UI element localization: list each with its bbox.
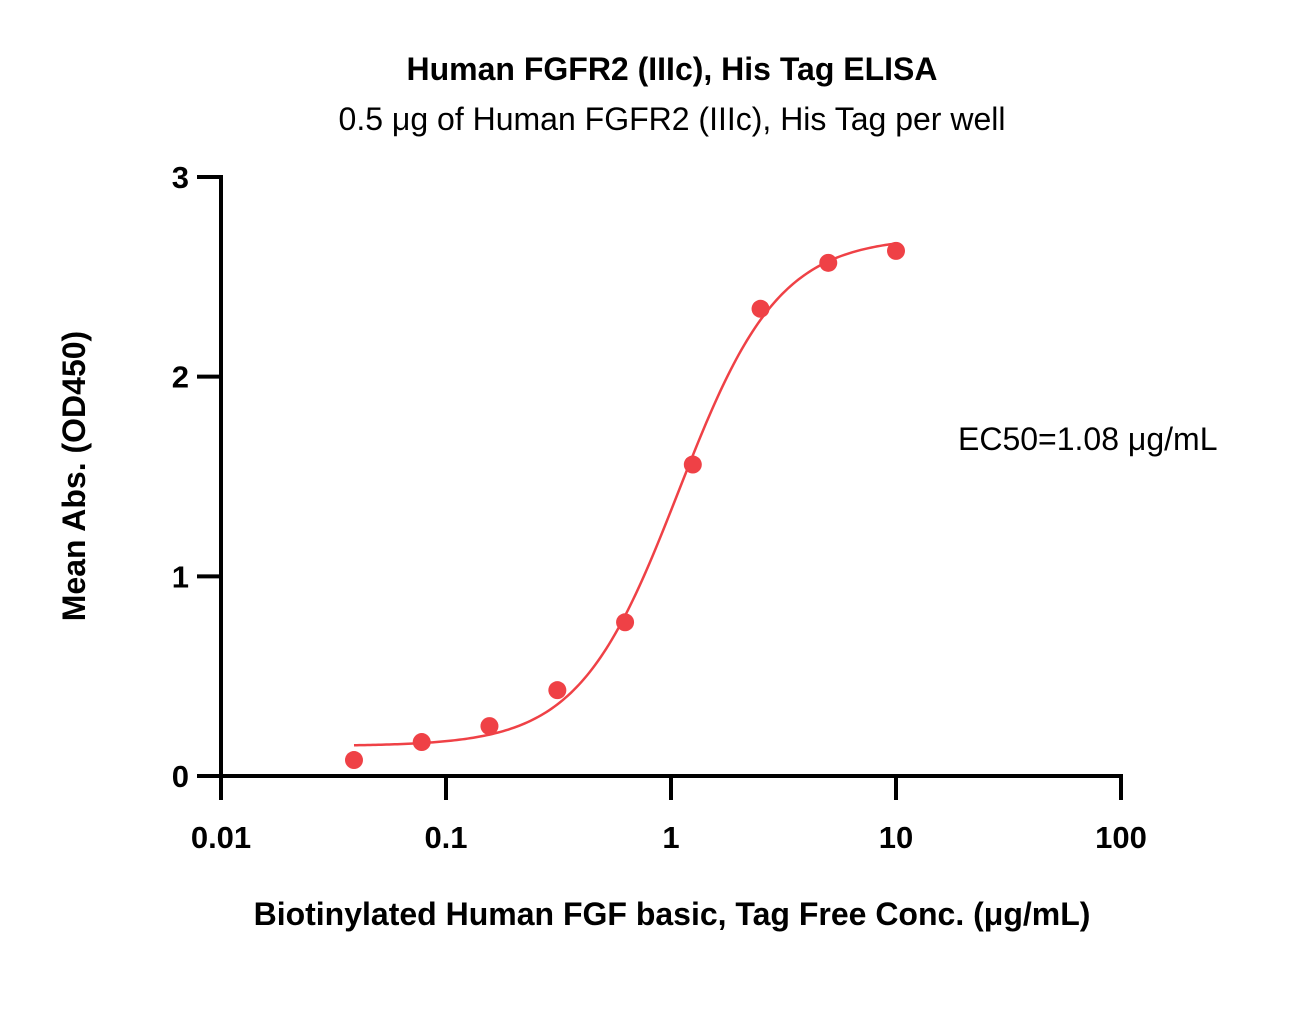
y-axis-label: Mean Abs. (OD450) [56,331,92,621]
chart-title: Human FGFR2 (IIIc), His Tag ELISA [406,51,937,87]
data-point [548,681,567,700]
data-point [344,751,363,770]
y-tick-label: 0 [172,759,189,794]
y-tick-label: 1 [172,559,189,594]
y-tick-label: 3 [172,160,189,195]
y-tick-label: 2 [172,360,189,395]
data-point [683,455,702,474]
x-tick-label: 100 [1095,820,1147,855]
data-point [819,253,838,272]
x-axis-label: Biotinylated Human FGF basic, Tag Free C… [254,896,1091,932]
x-tick-label: 0.1 [424,820,467,855]
x-tick-label: 1 [662,820,679,855]
data-point [616,613,635,632]
ec50-annotation: EC50=1.08 μg/mL [958,421,1217,457]
data-point [887,241,905,260]
data-point [480,717,499,736]
x-tick-label: 10 [879,820,913,855]
data-points-layer [344,241,905,770]
x-tick-label: 0.01 [191,820,251,855]
axes: 0 1 2 3 0.01 0.1 1 10 100 [172,160,1147,855]
chart-subtitle: 0.5 μg of Human FGFR2 (IIIc), His Tag pe… [339,101,1006,137]
fit-curve-layer [353,242,897,747]
data-point [412,733,431,752]
fit-curve [353,242,897,747]
data-point [751,299,770,318]
